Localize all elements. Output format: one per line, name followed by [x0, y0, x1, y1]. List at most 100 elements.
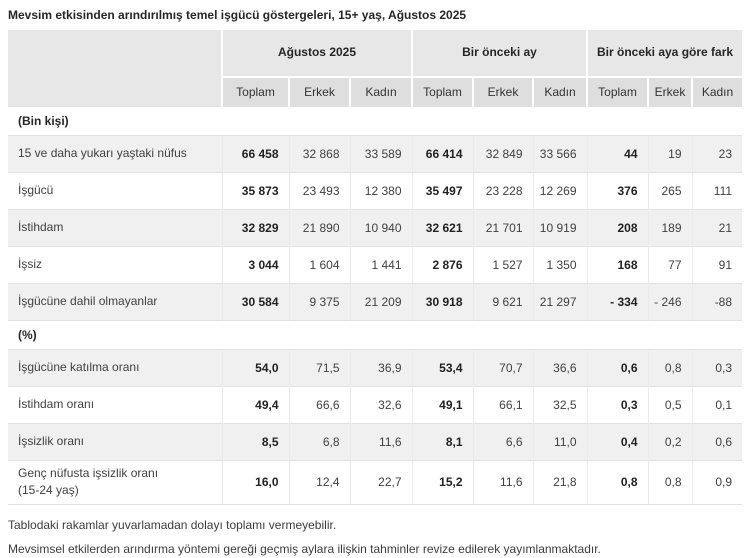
- value-cell: 0,2: [647, 423, 692, 461]
- value-cell: 111: [691, 172, 743, 210]
- value-cell: 11,6: [349, 423, 412, 461]
- value-cell: 91: [691, 246, 743, 284]
- value-cell: 44: [586, 135, 648, 173]
- value-cell: 23 493: [288, 172, 350, 210]
- row-label: İstihdam oranı: [8, 386, 222, 424]
- table-row: İstihdam 32 829 21 890 10 940 32 621 21 701 10…: [8, 209, 743, 247]
- value-cell: 0,9: [691, 460, 743, 505]
- column-group-difference: Bir önceki aya göre fark: [585, 30, 743, 77]
- value-cell: 30 584: [221, 283, 289, 321]
- table-body: (Bin kişi) 15 ve daha yukarı yaştaki nüfu…: [8, 106, 743, 505]
- value-cell: 0,4: [586, 423, 648, 461]
- value-cell: 32,5: [532, 386, 587, 424]
- value-cell: 36,6: [532, 349, 587, 387]
- table-row: İşgücü 35 873 23 493 12 380 35 497 23 228 12 2…: [8, 172, 743, 210]
- value-cell: 23 228: [472, 172, 533, 210]
- value-cell: 21 209: [349, 283, 412, 321]
- value-cell: 21,8: [532, 460, 587, 505]
- value-cell: 12 269: [532, 172, 587, 210]
- subheader-toplam: Toplam: [221, 76, 289, 107]
- row-label: İşsizlik oranı: [8, 423, 222, 461]
- row-label: Genç nüfusta işsizlik oranı (15-24 yaş): [8, 460, 222, 505]
- value-cell: 0,1: [691, 386, 743, 424]
- value-cell: 12 380: [349, 172, 412, 210]
- subheader-erkek: Erkek: [288, 76, 350, 107]
- value-cell: 1 350: [532, 246, 587, 284]
- footnote-revision: Mevsimsel etkilerden arındırma yöntemi g…: [8, 542, 601, 557]
- value-cell: 168: [586, 246, 648, 284]
- table-row: Genç nüfusta işsizlik oranı (15-24 yaş) 16…: [8, 460, 743, 505]
- value-cell: 6,8: [288, 423, 350, 461]
- value-cell: 3 044: [221, 246, 289, 284]
- value-cell: 66,6: [288, 386, 350, 424]
- value-cell: 0,3: [586, 386, 648, 424]
- table-row: İstihdam oranı 49,4 66,6 32,6 49,1 66,1 32,5 0,…: [8, 386, 743, 424]
- subheader-toplam: Toplam: [586, 76, 648, 107]
- value-cell: 0,5: [647, 386, 692, 424]
- page-title: Mevsim etkisinden arındırılmış temel işg…: [8, 8, 467, 22]
- value-cell: 21: [691, 209, 743, 247]
- value-cell: 8,5: [221, 423, 289, 461]
- value-cell: 9 621: [472, 283, 533, 321]
- column-group-row: Ağustos 2025 Bir önceki ay Bir önceki ay…: [8, 30, 743, 107]
- value-cell: 376: [586, 172, 648, 210]
- value-cell: 0,8: [647, 349, 692, 387]
- subheader-kadin: Kadın: [532, 76, 587, 107]
- labor-force-table: Ağustos 2025 Bir önceki ay Bir önceki ay…: [8, 30, 743, 505]
- value-cell: 19: [647, 135, 692, 173]
- subheader-row: Toplam Erkek Kadın Toplam Erkek Kadın To…: [8, 76, 743, 107]
- value-cell: 32 621: [411, 209, 473, 247]
- row-label-line2: (15-24 yaş): [18, 483, 79, 498]
- footnotes: Tablodaki rakamlar yuvarlamadan dolayı t…: [8, 518, 742, 558]
- table-row: İşsizlik oranı 8,5 6,8 11,6 8,1 6,6 11,0 0,4 0,2…: [8, 423, 743, 461]
- value-cell: 53,4: [411, 349, 473, 387]
- value-cell: 33 589: [349, 135, 412, 173]
- value-cell: 32 829: [221, 209, 289, 247]
- subheader-kadin: Kadın: [690, 76, 743, 107]
- value-cell: 2 876: [411, 246, 473, 284]
- row-label: İşgücüne katılma oranı: [8, 349, 222, 387]
- value-cell: 12,4: [288, 460, 350, 505]
- table-row: İşsiz 3 044 1 604 1 441 2 876 1 527 1 350 168 77…: [8, 246, 743, 284]
- table-row: İşgücüne dahil olmayanlar 30 584 9 375 21 2…: [8, 283, 743, 321]
- value-cell: 208: [586, 209, 648, 247]
- value-cell: 0,3: [691, 349, 743, 387]
- value-cell: 49,1: [411, 386, 473, 424]
- value-cell: 8,1: [411, 423, 473, 461]
- value-cell: 66 414: [411, 135, 473, 173]
- value-cell: 10 919: [532, 209, 587, 247]
- value-cell: 21 890: [288, 209, 350, 247]
- value-cell: 0,8: [586, 460, 648, 505]
- value-cell: 33 566: [532, 135, 587, 173]
- value-cell: 21 297: [532, 283, 587, 321]
- section-header: (Bin kişi): [8, 106, 743, 136]
- value-cell: 6,6: [472, 423, 533, 461]
- value-cell: 0,6: [586, 349, 648, 387]
- value-cell: 30 918: [411, 283, 473, 321]
- value-cell: 1 604: [288, 246, 350, 284]
- value-cell: 1 527: [472, 246, 533, 284]
- value-cell: 54,0: [221, 349, 289, 387]
- section-row: (Bin kişi): [8, 106, 743, 136]
- value-cell: 77: [647, 246, 692, 284]
- value-cell: 15,2: [411, 460, 473, 505]
- value-cell: 0,6: [691, 423, 743, 461]
- value-cell: 265: [647, 172, 692, 210]
- value-cell: 189: [647, 209, 692, 247]
- subheader-erkek: Erkek: [647, 76, 692, 107]
- value-cell: 0,8: [647, 460, 692, 505]
- value-cell: 10 940: [349, 209, 412, 247]
- section-header: (%): [8, 320, 743, 350]
- value-cell: 11,6: [472, 460, 533, 505]
- table-row: 15 ve daha yukarı yaştaki nüfus 66 458 32 …: [8, 135, 743, 173]
- table-row: İşgücüne katılma oranı 54,0 71,5 36,9 53,4 70…: [8, 349, 743, 387]
- section-row: (%): [8, 320, 743, 350]
- value-cell: 9 375: [288, 283, 350, 321]
- value-cell: - 334: [586, 283, 648, 321]
- value-cell: 11,0: [532, 423, 587, 461]
- value-cell: 66 458: [221, 135, 289, 173]
- value-cell: 22,7: [349, 460, 412, 505]
- column-group-august-2025: Ağustos 2025: [221, 30, 412, 77]
- value-cell: 70,7: [472, 349, 533, 387]
- value-cell: 66,1: [472, 386, 533, 424]
